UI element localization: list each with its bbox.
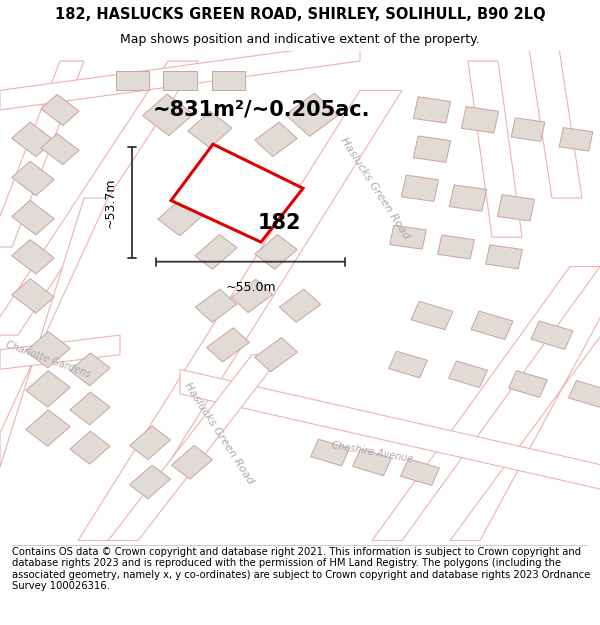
Text: 182, HASLUCKS GREEN ROAD, SHIRLEY, SOLIHULL, B90 2LQ: 182, HASLUCKS GREEN ROAD, SHIRLEY, SOLIH… bbox=[55, 7, 545, 22]
Polygon shape bbox=[401, 459, 439, 486]
Polygon shape bbox=[471, 311, 513, 339]
Polygon shape bbox=[255, 234, 297, 269]
Polygon shape bbox=[569, 381, 600, 407]
Polygon shape bbox=[461, 107, 499, 133]
Polygon shape bbox=[559, 127, 593, 151]
Polygon shape bbox=[12, 161, 54, 196]
Text: Charlotte Gardens: Charlotte Gardens bbox=[4, 339, 92, 379]
Polygon shape bbox=[0, 198, 108, 468]
Polygon shape bbox=[411, 301, 453, 330]
Polygon shape bbox=[115, 71, 149, 91]
Polygon shape bbox=[413, 136, 451, 162]
Polygon shape bbox=[528, 41, 582, 198]
Polygon shape bbox=[389, 351, 427, 378]
Text: ~55.0m: ~55.0m bbox=[225, 281, 276, 294]
Polygon shape bbox=[254, 338, 298, 372]
Text: ~831m²/~0.205ac.: ~831m²/~0.205ac. bbox=[153, 100, 371, 120]
Polygon shape bbox=[195, 234, 237, 269]
Polygon shape bbox=[171, 144, 303, 242]
Text: Map shows position and indicative extent of the property.: Map shows position and indicative extent… bbox=[120, 34, 480, 46]
Polygon shape bbox=[26, 371, 70, 407]
Polygon shape bbox=[70, 353, 110, 386]
Polygon shape bbox=[41, 94, 79, 126]
Polygon shape bbox=[172, 446, 212, 479]
Polygon shape bbox=[180, 369, 600, 492]
Polygon shape bbox=[163, 71, 197, 91]
Polygon shape bbox=[143, 94, 193, 136]
Polygon shape bbox=[449, 185, 487, 211]
Text: Contains OS data © Crown copyright and database right 2021. This information is : Contains OS data © Crown copyright and d… bbox=[12, 546, 590, 591]
Polygon shape bbox=[0, 61, 84, 247]
Polygon shape bbox=[12, 279, 54, 313]
Polygon shape bbox=[130, 426, 170, 459]
Polygon shape bbox=[232, 279, 272, 312]
Polygon shape bbox=[485, 245, 523, 269]
Polygon shape bbox=[353, 449, 391, 476]
Polygon shape bbox=[437, 235, 475, 259]
Polygon shape bbox=[108, 354, 282, 541]
Polygon shape bbox=[497, 194, 535, 221]
Polygon shape bbox=[70, 431, 110, 464]
Polygon shape bbox=[188, 111, 232, 148]
Polygon shape bbox=[12, 122, 54, 157]
Text: ~53.7m: ~53.7m bbox=[104, 177, 117, 227]
Polygon shape bbox=[196, 289, 236, 322]
Polygon shape bbox=[206, 328, 250, 362]
Polygon shape bbox=[12, 201, 54, 235]
Polygon shape bbox=[0, 41, 360, 110]
Text: 182: 182 bbox=[257, 213, 301, 232]
Polygon shape bbox=[26, 332, 70, 368]
Polygon shape bbox=[0, 61, 198, 335]
Text: Haslucks Green Road: Haslucks Green Road bbox=[182, 381, 256, 486]
Polygon shape bbox=[158, 199, 202, 236]
Polygon shape bbox=[130, 465, 170, 499]
Polygon shape bbox=[401, 175, 439, 201]
Polygon shape bbox=[468, 61, 522, 238]
Polygon shape bbox=[449, 361, 487, 388]
Polygon shape bbox=[389, 225, 427, 249]
Polygon shape bbox=[311, 439, 349, 466]
Polygon shape bbox=[511, 118, 545, 141]
Polygon shape bbox=[286, 93, 338, 136]
Text: Haslucks Green Road: Haslucks Green Road bbox=[338, 136, 412, 241]
Polygon shape bbox=[26, 410, 70, 446]
Polygon shape bbox=[531, 321, 573, 349]
Polygon shape bbox=[509, 371, 547, 398]
Polygon shape bbox=[413, 97, 451, 123]
Polygon shape bbox=[372, 267, 600, 541]
Polygon shape bbox=[78, 91, 402, 541]
Polygon shape bbox=[70, 392, 110, 425]
Polygon shape bbox=[203, 164, 253, 203]
Polygon shape bbox=[255, 122, 297, 156]
Polygon shape bbox=[280, 289, 320, 322]
Polygon shape bbox=[41, 134, 79, 164]
Polygon shape bbox=[0, 335, 120, 369]
Polygon shape bbox=[12, 239, 54, 274]
Text: Cheshire Avenue: Cheshire Avenue bbox=[331, 441, 413, 464]
Polygon shape bbox=[450, 296, 600, 541]
Polygon shape bbox=[212, 71, 245, 91]
